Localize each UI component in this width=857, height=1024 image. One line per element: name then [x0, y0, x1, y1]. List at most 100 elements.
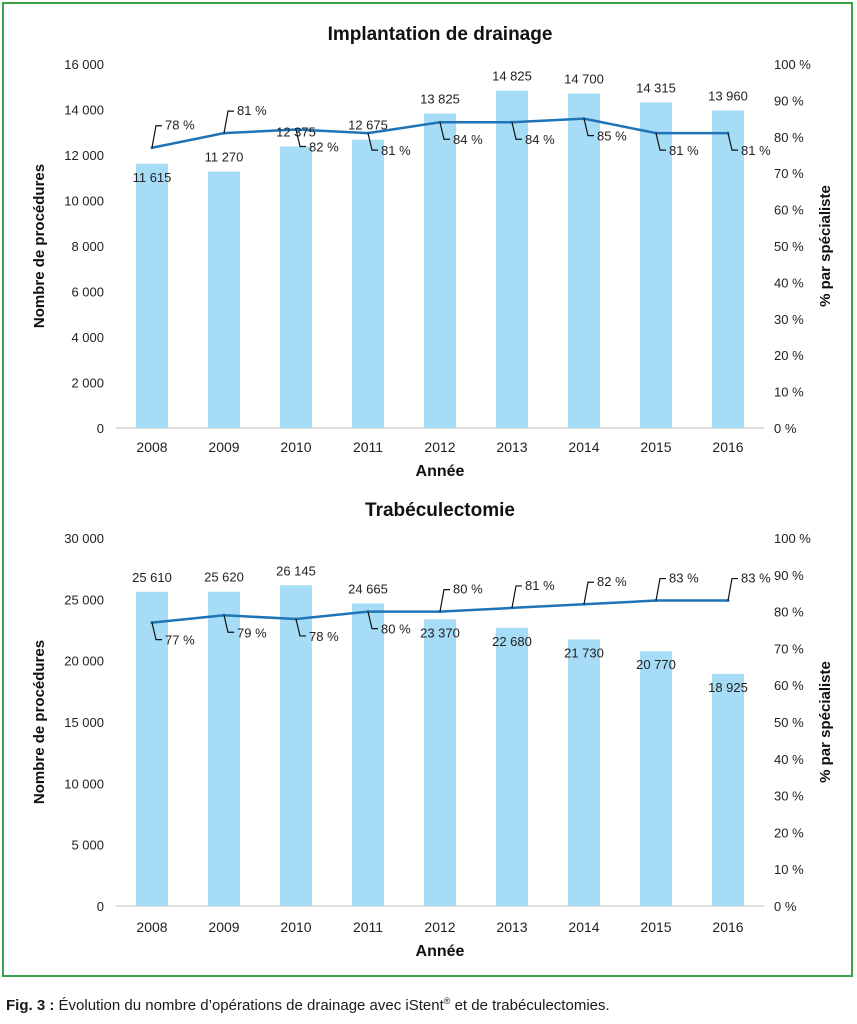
y-tick-label: 15 000: [64, 715, 104, 730]
y2-tick-label: 0 %: [774, 421, 797, 436]
line-label-leader: [727, 577, 738, 601]
bar-value-label: 11 615: [133, 170, 172, 185]
bar-2009: [208, 591, 240, 906]
y2-tick-label: 60 %: [774, 203, 804, 218]
bar-2012: [424, 619, 456, 906]
y2-tick-label: 40 %: [774, 275, 804, 290]
y2-tick-label: 10 %: [774, 385, 804, 400]
y2-tick-label: 20 %: [774, 348, 804, 363]
bar-value-label: 14 315: [636, 80, 676, 95]
bar-value-label: 11 270: [205, 150, 244, 165]
y-tick-label: 0: [97, 899, 104, 914]
chart-title: Implantation de drainage: [328, 24, 553, 45]
bar-value-label: 25 620: [204, 570, 244, 585]
x-axis-title: Année: [416, 463, 465, 480]
y2-axis-title: % par spécialiste: [817, 661, 834, 783]
y-tick-label: 16 000: [64, 57, 104, 72]
line-value-label: 81 %: [669, 143, 699, 158]
y-tick-label: 6 000: [71, 285, 104, 300]
x-tick-label: 2016: [712, 919, 743, 935]
y2-tick-label: 90 %: [774, 568, 804, 583]
chart-trabeculectomie: Trabéculectomie 0 5 000 10 000 15 000 20 000 2…: [31, 500, 834, 960]
bar-value-label: 14 825: [492, 69, 532, 84]
y-tick-label: 14 000: [64, 103, 104, 118]
line-label-leader: [583, 118, 594, 137]
bar-value-label: 23 370: [420, 625, 460, 640]
x-tick-label: 2011: [353, 919, 383, 935]
x-tick-label: 2013: [496, 919, 527, 935]
line-label-leader: [367, 133, 378, 151]
line-label-leader: [367, 611, 378, 630]
line-value-label: 78 %: [165, 118, 195, 133]
line-value-label: 83 %: [669, 571, 699, 586]
line-value-label: 84 %: [525, 132, 555, 147]
y-tick-label: 10 000: [64, 776, 104, 791]
y-tick-label: 12 000: [64, 148, 104, 163]
line-label-leader: [583, 581, 594, 605]
y-tick-label: 0: [97, 421, 104, 436]
line-label-leader: [151, 622, 162, 641]
y-tick-label: 20 000: [64, 654, 104, 669]
x-tick-label: 2012: [424, 439, 455, 455]
bar-value-label: 26 145: [276, 563, 316, 578]
bar-value-label: 13 825: [420, 91, 460, 106]
bar-2011: [352, 603, 384, 906]
line-label-leader: [439, 588, 450, 612]
x-tick-label: 2014: [568, 919, 599, 935]
bar-2008: [136, 591, 168, 906]
line-label-leader: [727, 133, 738, 151]
bar-2011: [352, 139, 384, 429]
bar-2014: [568, 639, 600, 906]
line-value-label: 84 %: [453, 132, 483, 147]
x-tick-label: 2013: [496, 439, 527, 455]
y-tick-label: 25 000: [64, 592, 104, 607]
x-tick-label: 2008: [136, 439, 167, 455]
line-label-leader: [151, 125, 162, 148]
bar-value-label: 20 770: [636, 657, 676, 672]
bar-2016: [712, 110, 744, 428]
y-tick-label: 8 000: [71, 239, 104, 254]
line-value-label: 81 %: [381, 143, 411, 158]
x-axis-title: Année: [416, 943, 465, 960]
bar-2013: [496, 627, 528, 906]
bar-value-label: 22 680: [492, 634, 532, 649]
y-axis-title: Nombre de procédures: [31, 640, 48, 804]
y-tick-label: 2 000: [71, 376, 104, 391]
x-tick-label: 2012: [424, 919, 455, 935]
line-value-label: 80 %: [381, 622, 411, 637]
x-tick-label: 2015: [640, 439, 671, 455]
bar-2016: [712, 673, 744, 906]
y2-tick-label: 20 %: [774, 825, 804, 840]
chart-title: Trabéculectomie: [365, 500, 515, 521]
y-axis-title: Nombre de procédures: [31, 164, 48, 328]
bar-2012: [424, 113, 456, 428]
line-value-label: 81 %: [525, 578, 555, 593]
line-label-leader: [655, 577, 666, 601]
y2-tick-label: 70 %: [774, 641, 804, 656]
line-value-label: 82 %: [597, 574, 627, 589]
line-label-leader: [295, 618, 306, 637]
bar-2008: [136, 163, 168, 429]
line-value-label: 79 %: [237, 625, 267, 640]
line-label-leader: [223, 110, 234, 134]
bar-2010: [280, 585, 312, 906]
x-tick-label: 2009: [208, 919, 239, 935]
y2-tick-label: 30 %: [774, 789, 804, 804]
y2-tick-label: 50 %: [774, 715, 804, 730]
x-tick-label: 2008: [136, 919, 167, 935]
chart-drainage: Implantation de drainage 0 2 000 4 000 6 000…: [31, 24, 834, 480]
y2-tick-label: 80 %: [774, 130, 804, 145]
x-tick-label: 2011: [353, 439, 383, 455]
line-label-leader: [655, 133, 666, 151]
line-value-label: 82 %: [309, 140, 339, 155]
bar-2015: [640, 102, 672, 429]
y2-tick-label: 50 %: [774, 239, 804, 254]
line-value-label: 81 %: [741, 143, 771, 158]
y-tick-label: 30 000: [64, 531, 104, 546]
caption-superscript: ®: [443, 996, 451, 1006]
line-label-leader: [511, 122, 522, 140]
x-tick-label: 2015: [640, 919, 671, 935]
figure-caption: Fig. 3 : Évolution du nombre d’opération…: [6, 996, 610, 1014]
y-tick-label: 4 000: [71, 330, 104, 345]
y2-tick-label: 80 %: [774, 605, 804, 620]
